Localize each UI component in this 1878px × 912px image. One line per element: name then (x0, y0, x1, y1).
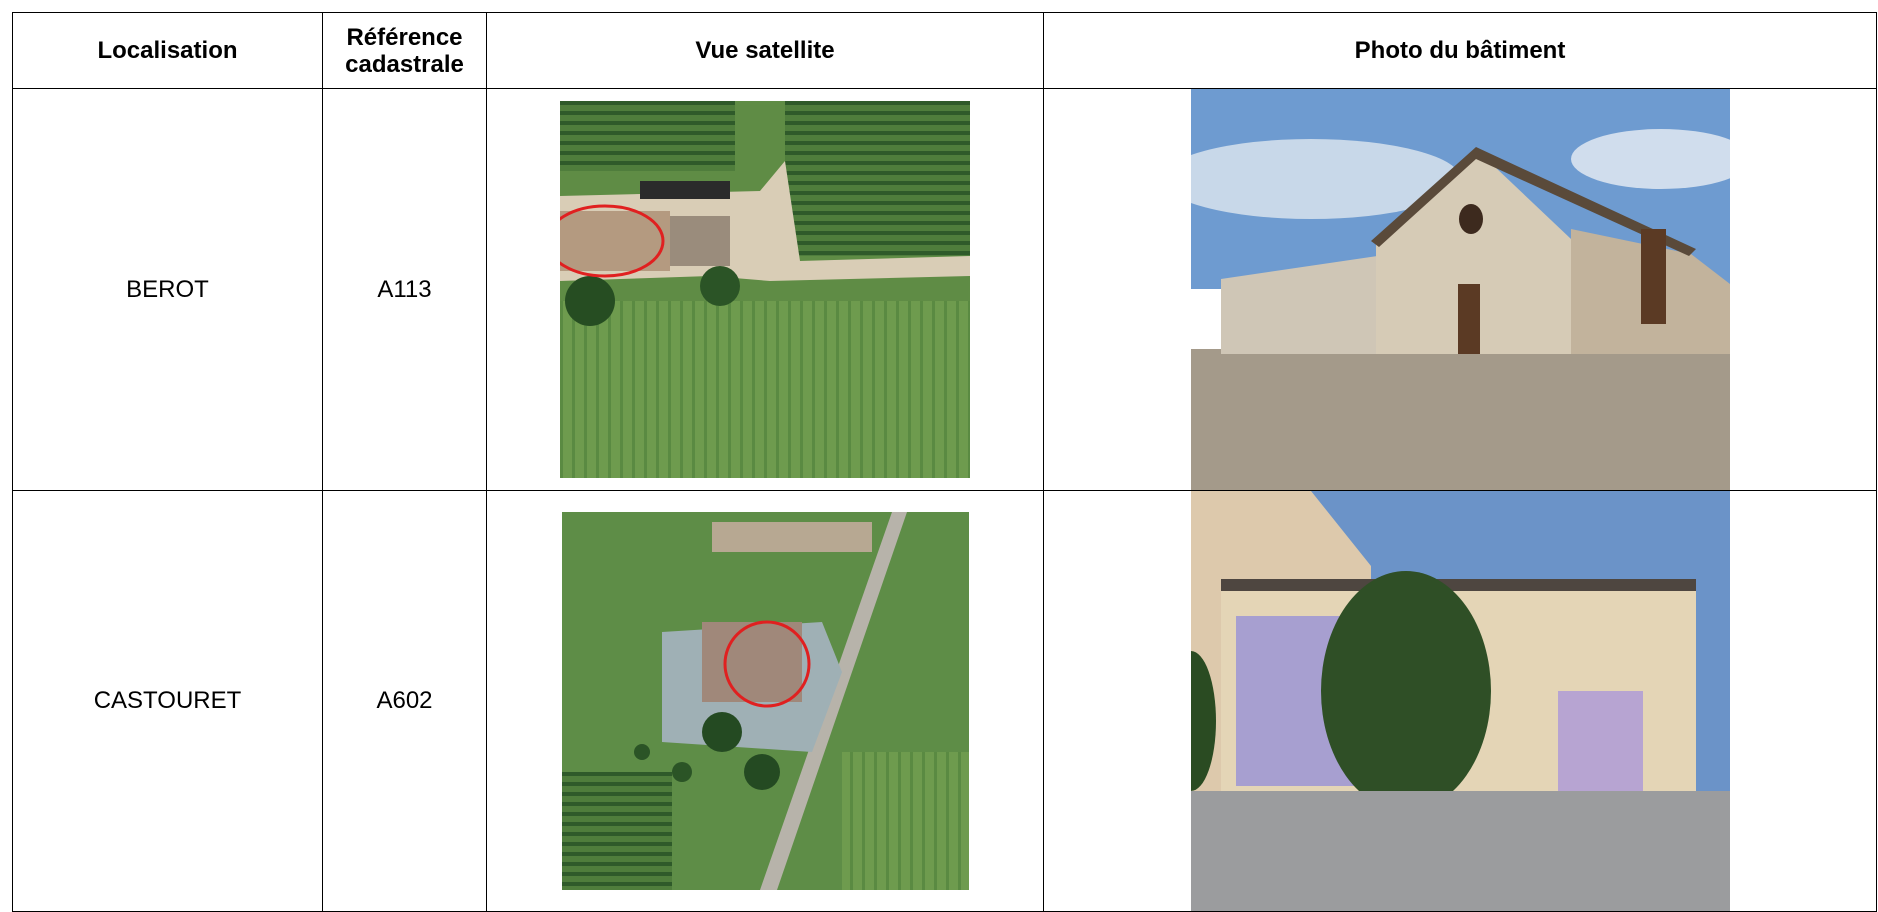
satellite-cell (486, 88, 1044, 491)
location-cell: CASTOURET (12, 490, 323, 912)
satellite-cell (486, 490, 1044, 912)
table-row: BEROT A113 (12, 88, 1877, 491)
satellite-image (560, 101, 970, 478)
building-photo (1190, 89, 1730, 490)
photo-cell (1043, 88, 1877, 491)
reference-cell: A113 (322, 88, 487, 491)
table-row: CASTOURET A602 (12, 490, 1877, 912)
header-cell: Localisation (12, 12, 323, 89)
header-cell: Vue satellite (486, 12, 1044, 89)
building-photo (1190, 491, 1730, 911)
satellite-image (561, 512, 969, 890)
photo-cell (1043, 490, 1877, 912)
header-row: Localisation Référence cadastrale Vue sa… (12, 12, 1877, 89)
header-cell: Référence cadastrale (322, 12, 487, 89)
reference-cell: A602 (322, 490, 487, 912)
header-cell: Photo du bâtiment (1043, 12, 1877, 89)
location-cell: BEROT (12, 88, 323, 491)
buildings-table: Localisation Référence cadastrale Vue sa… (12, 12, 1877, 912)
